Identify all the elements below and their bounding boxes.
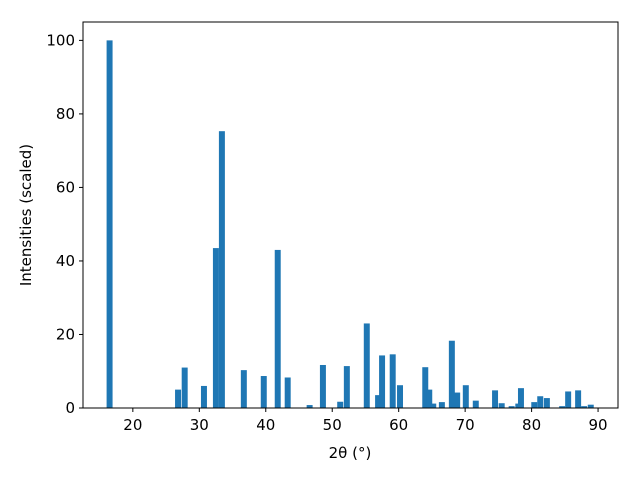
bar [492, 390, 499, 408]
bar [181, 367, 188, 408]
bar [581, 406, 588, 408]
bar [343, 366, 350, 408]
bar [337, 401, 344, 408]
bar [284, 377, 291, 408]
x-tick-label: 30 [190, 416, 209, 434]
plot-frame [82, 21, 619, 409]
bar [218, 131, 225, 408]
y-tick-label: 60 [56, 178, 75, 196]
y-axis-label: Intensities (scaled) [17, 144, 35, 286]
y-tick-label: 0 [65, 399, 75, 417]
bar [422, 367, 429, 408]
bar [379, 355, 386, 408]
y-tick-label: 100 [46, 31, 75, 49]
bar [389, 354, 396, 408]
bar [306, 405, 313, 408]
x-tick-label: 50 [323, 416, 342, 434]
bar [438, 402, 445, 408]
x-tick-label: 80 [522, 416, 541, 434]
bar [260, 376, 267, 408]
bar [397, 385, 404, 408]
x-tick-label: 90 [589, 416, 608, 434]
bar [462, 385, 469, 408]
x-tick-label: 60 [389, 416, 408, 434]
bar [175, 389, 182, 408]
bar [565, 391, 572, 408]
bar [240, 370, 247, 408]
y-tick-label: 40 [56, 252, 75, 270]
bar [319, 364, 326, 408]
bar [375, 395, 382, 408]
bar [212, 248, 219, 408]
bar [454, 392, 461, 408]
bar [363, 323, 370, 408]
bar [106, 40, 113, 408]
y-tick-label: 80 [56, 105, 75, 123]
bar [587, 404, 594, 408]
bar [426, 389, 433, 408]
bar [508, 406, 515, 408]
bar [498, 403, 505, 408]
bar [430, 403, 437, 408]
bar [448, 340, 455, 408]
bar [537, 396, 544, 408]
bar [472, 400, 479, 408]
bar [543, 398, 550, 408]
bar [531, 402, 538, 408]
x-tick-label: 40 [256, 416, 275, 434]
x-tick-label: 20 [123, 416, 142, 434]
bar [200, 385, 207, 408]
bar [559, 406, 566, 408]
bar [575, 390, 582, 408]
x-axis-label: 2θ (°) [329, 444, 372, 462]
x-tick-label: 70 [456, 416, 475, 434]
bar [517, 388, 524, 408]
y-tick-label: 20 [56, 325, 75, 343]
bar [274, 249, 281, 408]
